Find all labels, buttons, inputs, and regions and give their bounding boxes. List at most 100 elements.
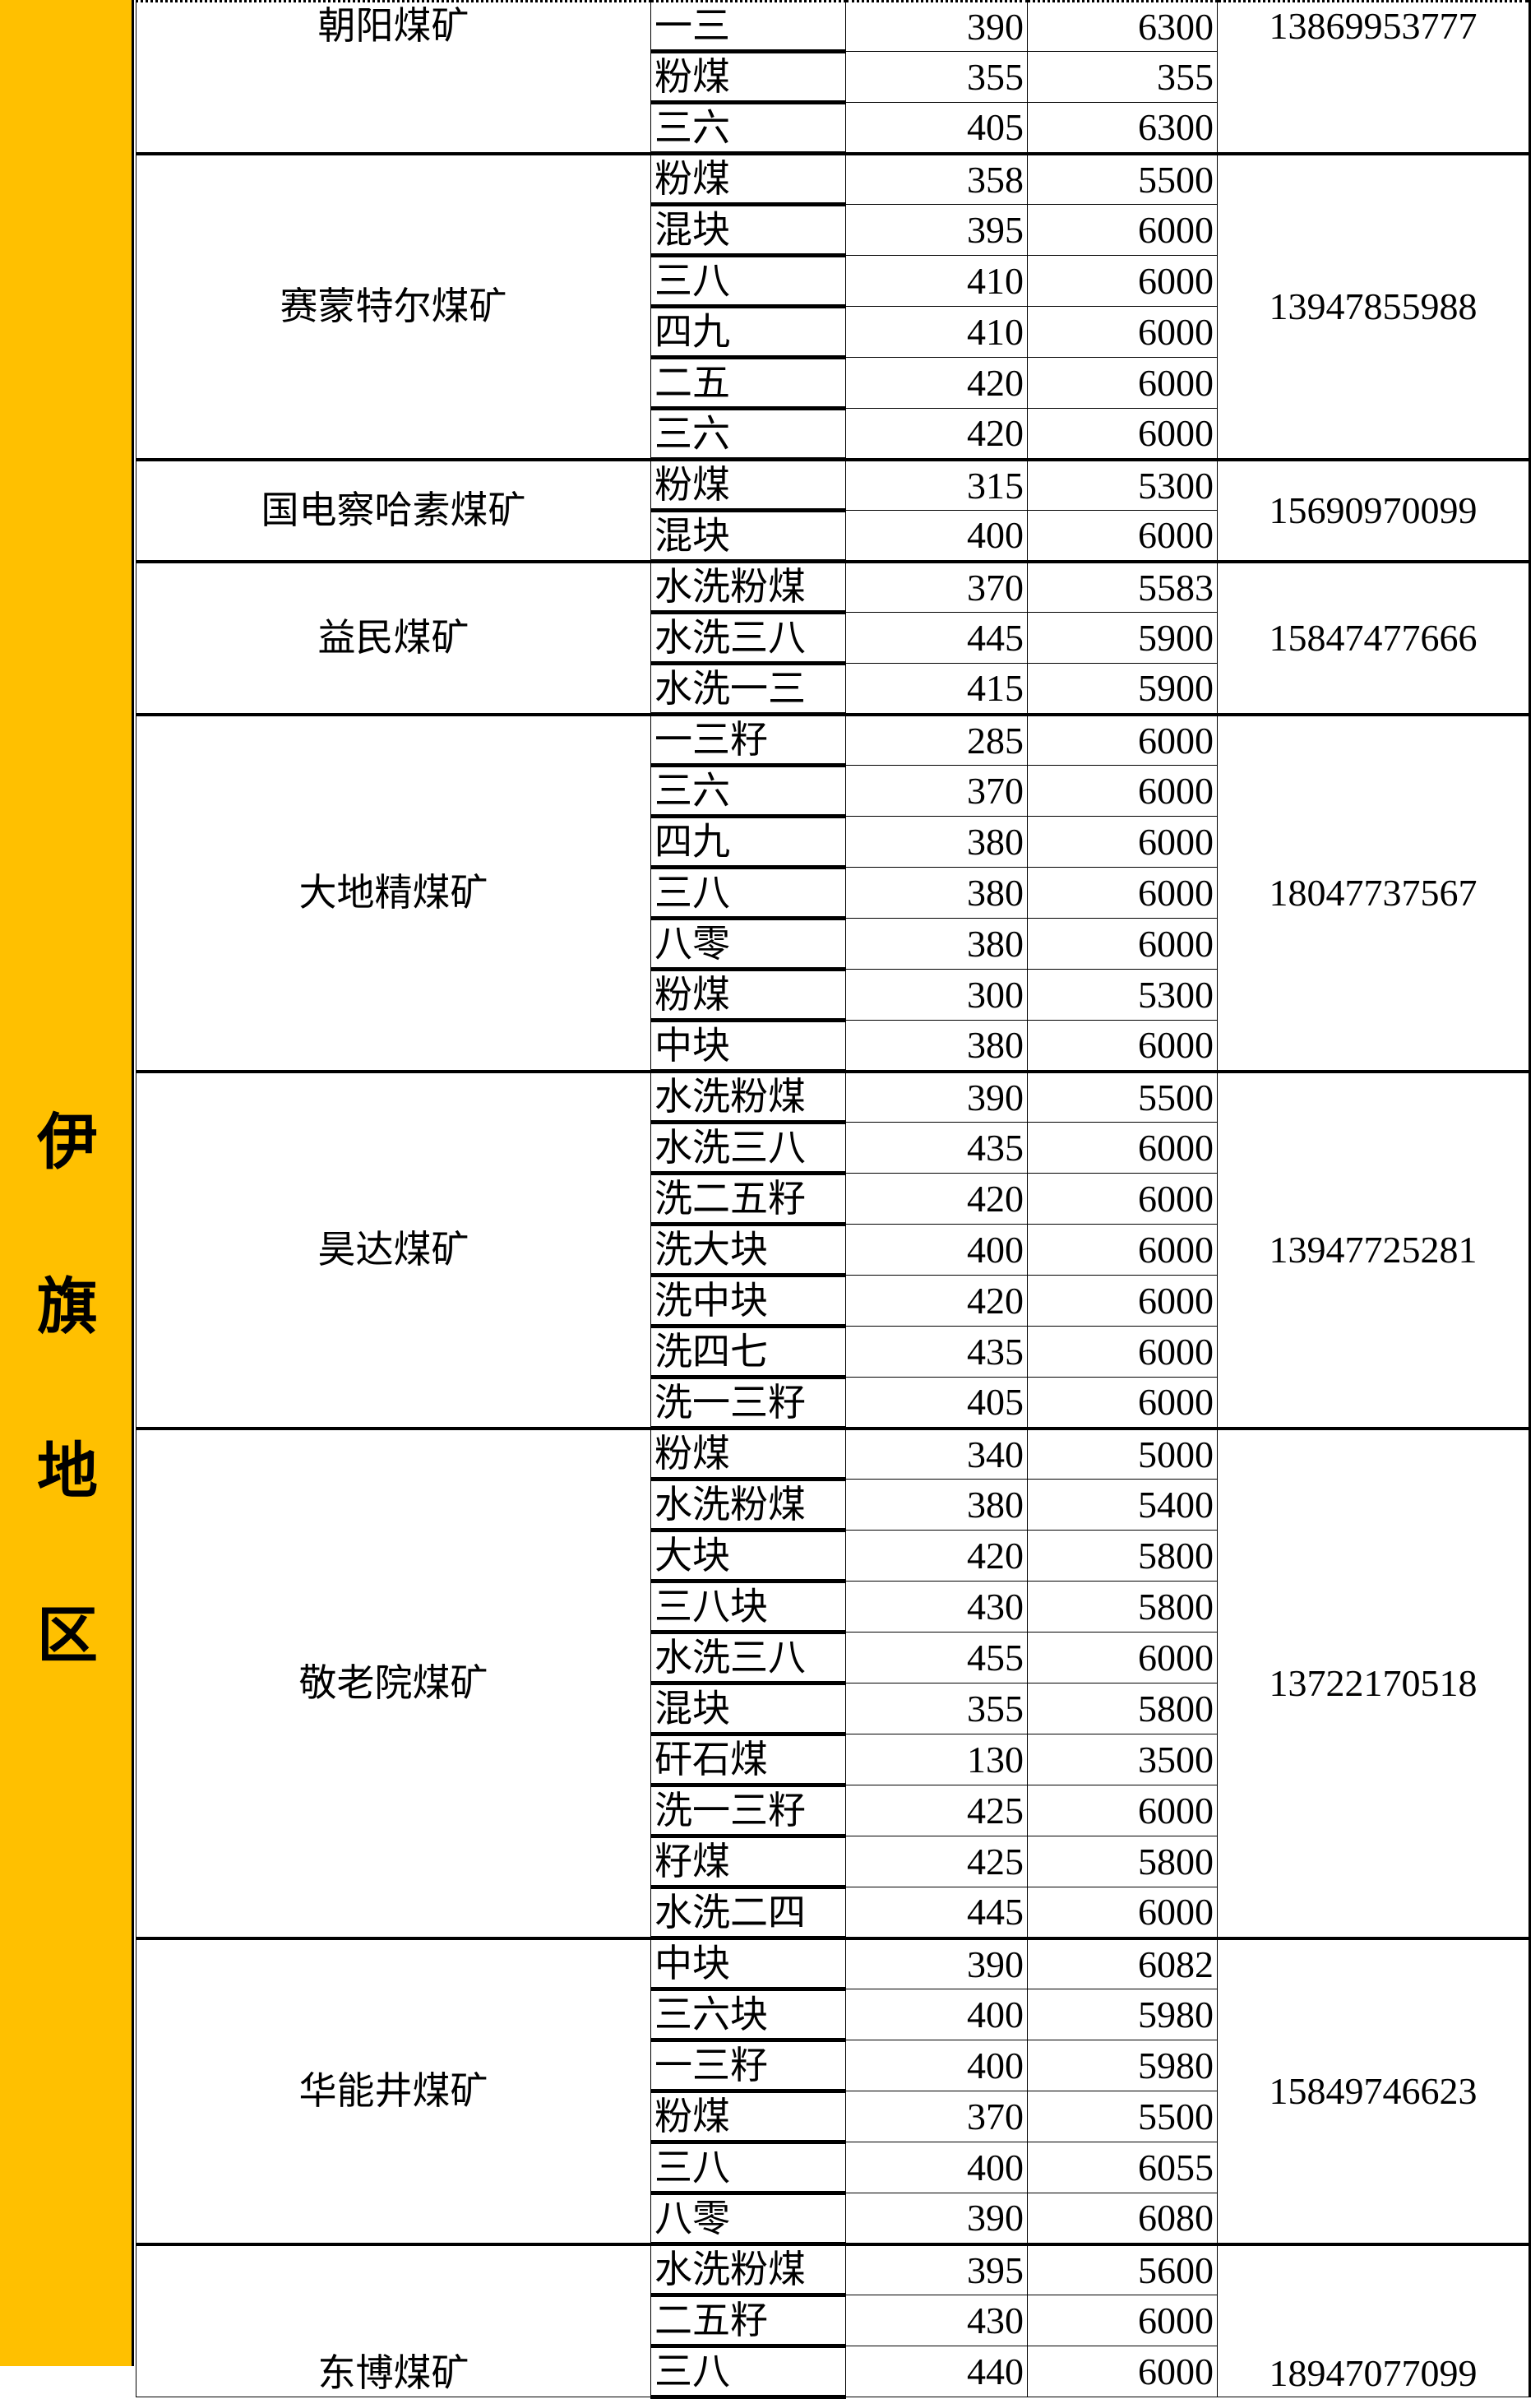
- calorific-value-cell[interactable]: 6080: [1027, 2193, 1218, 2244]
- calorific-value-cell[interactable]: 5500: [1027, 2091, 1218, 2142]
- price-cell[interactable]: 430: [845, 1581, 1028, 1633]
- mine-name-cell[interactable]: 华能井煤矿: [136, 1936, 651, 2244]
- price-cell[interactable]: 445: [845, 612, 1028, 664]
- price-cell[interactable]: 415: [845, 663, 1028, 715]
- calorific-value-cell[interactable]: 6000: [1027, 1173, 1218, 1225]
- calorific-value-cell[interactable]: 5800: [1027, 1581, 1218, 1633]
- coal-type-cell[interactable]: 粉煤: [650, 969, 846, 1022]
- calorific-value-cell[interactable]: 6000: [1027, 357, 1218, 409]
- phone-cell[interactable]: 13722170518: [1217, 1426, 1531, 1938]
- price-cell[interactable]: 380: [845, 1020, 1028, 1072]
- coal-type-cell[interactable]: 八零: [650, 2193, 846, 2246]
- price-cell[interactable]: 315: [845, 457, 1028, 511]
- calorific-value-cell[interactable]: 6000: [1027, 1224, 1218, 1276]
- price-cell[interactable]: 420: [845, 1530, 1028, 1582]
- price-cell[interactable]: 355: [845, 1683, 1028, 1734]
- calorific-value-cell[interactable]: 6000: [1027, 204, 1218, 256]
- price-cell[interactable]: 395: [845, 2242, 1028, 2295]
- mine-name-cell[interactable]: 大地精煤矿: [136, 712, 651, 1072]
- price-cell[interactable]: 400: [845, 510, 1028, 562]
- coal-type-cell[interactable]: 三六块: [650, 1989, 846, 2042]
- coal-type-cell[interactable]: 中块: [650, 1936, 846, 1991]
- calorific-value-cell[interactable]: 5500: [1027, 151, 1218, 205]
- coal-type-cell[interactable]: 二五籽: [650, 2295, 846, 2348]
- price-cell[interactable]: 370: [845, 559, 1028, 613]
- coal-type-cell[interactable]: 水洗二四: [650, 1887, 846, 1940]
- coal-type-cell[interactable]: 二五: [650, 357, 846, 410]
- calorific-value-cell[interactable]: 6000: [1027, 918, 1218, 970]
- price-cell[interactable]: 390: [845, 0, 1028, 52]
- coal-type-cell[interactable]: 洗一三籽: [650, 1785, 846, 1838]
- coal-type-cell[interactable]: 粉煤: [650, 1426, 846, 1481]
- price-cell[interactable]: 425: [845, 1785, 1028, 1836]
- calorific-value-cell[interactable]: 6000: [1027, 1887, 1218, 1938]
- calorific-value-cell[interactable]: 6000: [1027, 1785, 1218, 1836]
- price-cell[interactable]: 405: [845, 1377, 1028, 1429]
- coal-type-cell[interactable]: 矸石煤: [650, 1734, 846, 1787]
- price-cell[interactable]: 445: [845, 1887, 1028, 1938]
- coal-type-cell[interactable]: 粉煤: [650, 51, 846, 104]
- coal-type-cell[interactable]: 水洗三八: [650, 1632, 846, 1685]
- calorific-value-cell[interactable]: 5900: [1027, 663, 1218, 715]
- calorific-value-cell[interactable]: 6000: [1027, 1377, 1218, 1429]
- calorific-value-cell[interactable]: 5980: [1027, 1989, 1218, 2040]
- calorific-value-cell[interactable]: 5900: [1027, 612, 1218, 664]
- calorific-value-cell[interactable]: 5300: [1027, 457, 1218, 511]
- price-cell[interactable]: 370: [845, 2091, 1028, 2142]
- coal-type-cell[interactable]: 水洗粉煤: [650, 1069, 846, 1124]
- calorific-value-cell[interactable]: 6000: [1027, 2346, 1218, 2397]
- calorific-value-cell[interactable]: 5500: [1027, 1069, 1218, 1123]
- coal-type-cell[interactable]: 四九: [650, 816, 846, 869]
- coal-type-cell[interactable]: 一三籽: [650, 2040, 846, 2093]
- coal-type-cell[interactable]: 三六: [650, 408, 846, 461]
- calorific-value-cell[interactable]: 6000: [1027, 408, 1218, 460]
- coal-type-cell[interactable]: 水洗粉煤: [650, 1479, 846, 1532]
- calorific-value-cell[interactable]: 3500: [1027, 1734, 1218, 1785]
- price-cell[interactable]: 410: [845, 255, 1028, 307]
- coal-type-cell[interactable]: 三八: [650, 255, 846, 308]
- calorific-value-cell[interactable]: 6000: [1027, 1122, 1218, 1174]
- calorific-value-cell[interactable]: 5300: [1027, 969, 1218, 1021]
- coal-type-cell[interactable]: 大块: [650, 1530, 846, 1583]
- coal-type-cell[interactable]: 粉煤: [650, 2091, 846, 2144]
- price-cell[interactable]: 400: [845, 2040, 1028, 2091]
- calorific-value-cell[interactable]: 6000: [1027, 816, 1218, 868]
- price-cell[interactable]: 420: [845, 357, 1028, 409]
- calorific-value-cell[interactable]: 5800: [1027, 1683, 1218, 1734]
- coal-type-cell[interactable]: 混块: [650, 1683, 846, 1736]
- mine-name-cell[interactable]: 东博煤矿: [136, 2242, 651, 2397]
- coal-type-cell[interactable]: 粉煤: [650, 457, 846, 512]
- calorific-value-cell[interactable]: 5980: [1027, 2040, 1218, 2091]
- calorific-value-cell[interactable]: 6000: [1027, 867, 1218, 919]
- mine-name-cell[interactable]: 昊达煤矿: [136, 1069, 651, 1429]
- price-cell[interactable]: 380: [845, 816, 1028, 868]
- phone-cell[interactable]: 18047737567: [1217, 712, 1531, 1072]
- price-cell[interactable]: 405: [845, 102, 1028, 154]
- mine-name-cell[interactable]: 益民煤矿: [136, 559, 651, 715]
- calorific-value-cell[interactable]: 6300: [1027, 102, 1218, 154]
- price-cell[interactable]: 435: [845, 1326, 1028, 1378]
- coal-type-cell[interactable]: 洗一三籽: [650, 1377, 846, 1430]
- calorific-value-cell[interactable]: 6000: [1027, 255, 1218, 307]
- calorific-value-cell[interactable]: 6055: [1027, 2142, 1218, 2193]
- coal-type-cell[interactable]: 混块: [650, 204, 846, 257]
- phone-cell[interactable]: 13869953777: [1217, 0, 1531, 154]
- price-cell[interactable]: 430: [845, 2295, 1028, 2346]
- calorific-value-cell[interactable]: 6000: [1027, 1275, 1218, 1327]
- coal-type-cell[interactable]: 三八块: [650, 1581, 846, 1634]
- price-cell[interactable]: 285: [845, 712, 1028, 766]
- calorific-value-cell[interactable]: 6000: [1027, 1020, 1218, 1072]
- phone-cell[interactable]: 13947855988: [1217, 151, 1531, 460]
- coal-type-cell[interactable]: 粉煤: [650, 151, 846, 206]
- coal-type-cell[interactable]: 三六: [650, 102, 846, 155]
- coal-type-cell[interactable]: 中块: [650, 1020, 846, 1073]
- coal-type-cell[interactable]: 水洗三八: [650, 612, 846, 665]
- price-cell[interactable]: 130: [845, 1734, 1028, 1785]
- price-cell[interactable]: 420: [845, 1173, 1028, 1225]
- coal-type-cell[interactable]: 三六: [650, 765, 846, 818]
- calorific-value-cell[interactable]: 5000: [1027, 1426, 1218, 1480]
- price-cell[interactable]: 435: [845, 1122, 1028, 1174]
- price-cell[interactable]: 410: [845, 306, 1028, 358]
- phone-cell[interactable]: 15849746623: [1217, 1936, 1531, 2244]
- calorific-value-cell[interactable]: 6300: [1027, 0, 1218, 52]
